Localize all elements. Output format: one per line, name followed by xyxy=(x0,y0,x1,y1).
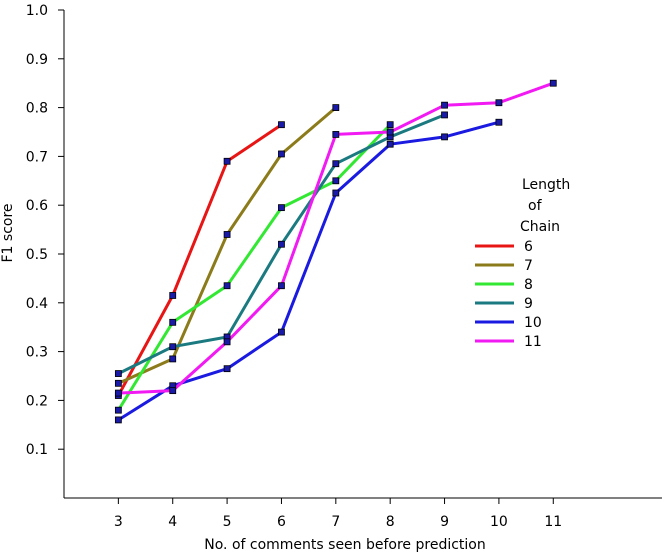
y-tick-label: 0.7 xyxy=(26,149,48,165)
data-point-10 xyxy=(386,140,394,148)
x-tick-label: 9 xyxy=(440,514,449,530)
y-tick-label: 0.5 xyxy=(26,247,48,263)
data-point-6 xyxy=(278,121,285,129)
data-point-11 xyxy=(114,389,122,397)
x-tick-label: 10 xyxy=(490,514,508,530)
x-tick-label: 11 xyxy=(544,514,562,530)
x-axis-title: No. of comments seen before prediction xyxy=(204,537,485,553)
y-tick-label: 0.2 xyxy=(26,393,48,409)
data-point-10 xyxy=(223,365,231,373)
x-tick-label: 7 xyxy=(331,514,340,530)
data-point-9 xyxy=(332,160,340,168)
data-point-10 xyxy=(278,328,285,336)
legend-label-10: 10 xyxy=(524,315,542,331)
x-tick-label: 8 xyxy=(386,514,395,530)
x-tick-label: 3 xyxy=(114,514,123,530)
data-point-10 xyxy=(332,189,340,197)
axes xyxy=(63,10,662,499)
data-point-6 xyxy=(223,157,231,165)
y-tick-label: 1.0 xyxy=(26,3,48,19)
data-point-11 xyxy=(549,79,557,87)
data-point-7 xyxy=(332,104,340,111)
legend-label-11: 11 xyxy=(524,334,542,350)
x-ticks: 3 4 5 6 7 8 9 10 11 xyxy=(114,498,562,530)
data-point-10 xyxy=(441,133,448,141)
data-point-8 xyxy=(223,282,231,290)
data-point-7 xyxy=(114,379,122,387)
data-point-7 xyxy=(278,150,285,158)
series-line-6 xyxy=(117,123,283,397)
y-tick-label: 0.6 xyxy=(26,198,48,214)
x-tick-label: 5 xyxy=(223,514,232,530)
data-point-9 xyxy=(114,370,122,377)
legend: Length of Chain 6 7 8 9 10 11 xyxy=(475,177,570,350)
y-tick-label: 0.4 xyxy=(26,296,48,312)
data-point-10 xyxy=(114,416,122,424)
data-point-11 xyxy=(332,131,340,138)
legend-title: Length of Chain xyxy=(520,177,570,235)
legend-label-7: 7 xyxy=(524,258,533,274)
data-point-6 xyxy=(169,292,177,299)
data-point-11 xyxy=(169,387,177,395)
data-point-8 xyxy=(114,406,122,414)
legend-label-6: 6 xyxy=(524,239,533,255)
data-point-7 xyxy=(169,355,177,363)
data-point-11 xyxy=(386,128,394,136)
series-line-11 xyxy=(118,81,554,395)
y-tick-label: 0.8 xyxy=(26,101,48,117)
data-point-9 xyxy=(169,343,177,351)
y-axis-title: F1 score xyxy=(0,203,16,262)
data-point-11 xyxy=(441,101,448,109)
series-line-8 xyxy=(117,123,392,411)
data-point-8 xyxy=(169,318,177,326)
x-tick-label: 6 xyxy=(277,514,286,530)
y-ticks: 0.1 0.2 0.3 0.4 0.5 0.6 0.7 0.8 0.9 1.0 xyxy=(26,3,64,458)
data-point-8 xyxy=(386,121,394,129)
data-point-9 xyxy=(441,111,448,119)
legend-label-9: 9 xyxy=(524,296,533,312)
data-point-11 xyxy=(223,338,231,346)
series-markers xyxy=(114,79,557,424)
legend-label-8: 8 xyxy=(524,277,533,293)
data-point-8 xyxy=(332,177,340,185)
data-point-10 xyxy=(495,118,503,126)
data-point-11 xyxy=(278,282,285,290)
y-tick-label: 0.9 xyxy=(26,52,48,68)
data-point-7 xyxy=(223,231,231,238)
data-point-11 xyxy=(495,99,503,107)
y-tick-label: 0.3 xyxy=(26,345,48,361)
y-tick-label: 0.1 xyxy=(26,442,48,458)
x-tick-label: 4 xyxy=(168,514,177,530)
series-line-10 xyxy=(117,120,500,422)
data-point-9 xyxy=(278,240,285,248)
data-point-8 xyxy=(278,204,285,212)
